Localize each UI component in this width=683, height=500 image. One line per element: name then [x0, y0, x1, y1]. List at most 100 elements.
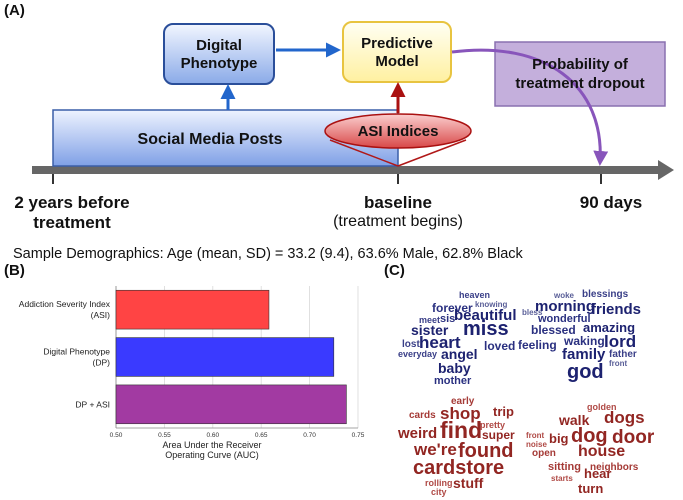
timeline-diagram: Digital Phenotype Predictive Model Proba… [32, 21, 674, 184]
word-shop: shop [440, 404, 481, 423]
y-tick-label-1-0: Digital Phenotype [43, 347, 110, 357]
arrow-to-90-days [451, 48, 609, 166]
x-tick-label-0: 0.50 [110, 432, 123, 439]
word-dog: dog [571, 425, 608, 447]
word-starts: starts [551, 474, 573, 483]
word-meet: meet [419, 315, 441, 325]
word-found: found [458, 440, 514, 462]
sample-demographics: Sample Demographics: Age (mean, SD) = 33… [13, 246, 523, 262]
word-woke: woke [554, 291, 575, 300]
word-bless: bless [522, 308, 543, 317]
word-family: family [562, 346, 606, 363]
probability-line2: treatment dropout [515, 75, 644, 92]
timeline-start-line1: 2 years before [14, 193, 130, 212]
word-baby: baby [438, 360, 471, 376]
word-god: god [567, 361, 604, 383]
word-mother: mother [434, 375, 472, 387]
asi-indices-ellipse [324, 113, 472, 149]
word-loved: loved [484, 339, 516, 353]
digital-phenotype-line2: Phenotype [181, 55, 258, 72]
word-knowing: knowing [475, 300, 508, 309]
word-walk: walk [559, 412, 590, 428]
word-morning: morning [535, 298, 595, 315]
panel-label-b: (B) [4, 262, 25, 279]
word-house: house [578, 443, 626, 460]
word-wonderful: wonderful [538, 313, 591, 325]
word-noise: noise [526, 440, 547, 449]
probability-line1: Probability of [532, 56, 629, 73]
bar-2 [115, 384, 347, 425]
word-waking: waking [564, 334, 605, 348]
word-amazing: amazing [583, 320, 636, 335]
word-turn: turn [578, 481, 604, 496]
x-tick-label-3: 0.65 [255, 432, 268, 439]
word-door: door [612, 427, 655, 448]
x-axis-title-0: Area Under the Receiver [162, 440, 261, 450]
panel-label-c: (C) [384, 262, 405, 279]
timeline-axis-head [658, 160, 674, 180]
digital-phenotype-box [163, 23, 275, 85]
x-tick-label-1: 0.55 [158, 432, 171, 439]
word-dogs: dogs [604, 408, 645, 427]
word-stuff: stuff [453, 475, 484, 491]
word-open: open [532, 448, 556, 459]
word-angel: angel [441, 346, 478, 362]
asi-indices-label: ASI Indices [358, 123, 439, 140]
auc-bar-chart: 0.50 0.55 0.60 0.65 0.70 0.75 Addiction Severi… [19, 286, 365, 460]
timeline-end-label: 90 days [579, 193, 643, 212]
y-tick-label-0-0: Addiction Severity Index [19, 299, 111, 309]
timeline-baseline-sub: (treatment begins) [333, 213, 463, 230]
word-golden: golden [587, 402, 617, 412]
word-neighbors: neighbors [590, 462, 639, 473]
timeline-axis [32, 166, 662, 174]
word-sitting: sitting [548, 461, 581, 473]
timeline-baseline-label: baseline [363, 193, 433, 212]
bar-1 [115, 337, 335, 377]
word-front-blue: front [609, 359, 628, 368]
word-weird: weird [398, 425, 438, 442]
word-super: super [482, 428, 515, 442]
social-media-posts-label: Social Media Posts [138, 131, 283, 148]
x-tick-label-5: 0.75 [352, 432, 365, 439]
word-rolling: rolling [425, 478, 453, 488]
word-sister: sister [411, 322, 449, 338]
asi-funnel-left [329, 139, 399, 167]
word-lord: lord [604, 332, 637, 351]
word-trip: trip [493, 404, 514, 419]
word-cardstore: cardstore [413, 457, 505, 479]
word-beautiful: beautiful [454, 307, 517, 324]
timeline-start-line2: treatment [33, 213, 111, 232]
word-father: father [609, 349, 637, 360]
word-hear: hear [584, 466, 612, 481]
word-find: find [440, 417, 483, 443]
predictive-model-line2: Model [375, 53, 418, 70]
bar-0 [115, 289, 270, 330]
word-miss: miss [463, 318, 509, 340]
word-feeling: feeling [518, 338, 557, 352]
digital-phenotype-line1: Digital [196, 37, 242, 54]
word-front-red: front [526, 431, 545, 440]
panel-label-a: (A) [4, 2, 25, 19]
word-early: early [451, 396, 475, 407]
word-sis: sis [440, 313, 456, 325]
x-tick-label-2: 0.60 [206, 432, 219, 439]
word-heart: heart [419, 333, 461, 352]
predictive-model-line1: Predictive [361, 35, 433, 52]
y-tick-label-0-1: (ASI) [91, 310, 111, 320]
word-big: big [549, 431, 569, 446]
word-forever: forever [432, 301, 473, 315]
x-tick-label-4: 0.70 [303, 432, 316, 439]
word-city: city [431, 487, 447, 497]
word-pretty: pretty [480, 420, 506, 430]
x-axis-title-1: Operating Curve (AUC) [165, 450, 259, 460]
word-friends: friends [591, 301, 642, 318]
word-everyday: everyday [398, 349, 438, 359]
word-heaven: heaven [459, 290, 491, 300]
word-were: we're [414, 440, 457, 459]
word-blessings: blessings [582, 289, 629, 300]
timeline-start-label: 2 years before treatment [0, 193, 144, 233]
probability-box [494, 41, 666, 107]
asi-funnel-right [397, 139, 467, 167]
word-lost: lost [402, 339, 420, 350]
word-blessed: blessed [531, 323, 576, 337]
